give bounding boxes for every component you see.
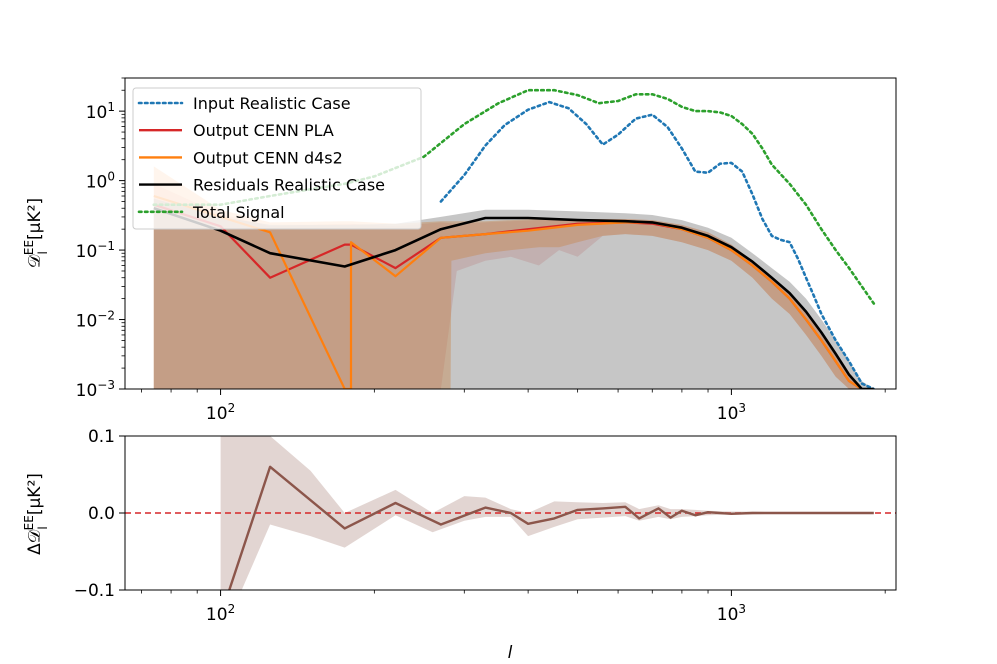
bottom-xlabel: l (508, 643, 513, 663)
bottom-xtick-label: 102 (206, 602, 235, 625)
legend-label: Output CENN PLA (193, 121, 334, 140)
bottom-ytick-label: 0.0 (88, 504, 115, 524)
top-xtick-label: 103 (717, 401, 746, 424)
top-axes-frame (124, 77, 897, 390)
top-xtick-label: 102 (206, 401, 235, 424)
bottom-ylabel: Δ𝒟lEE[μK²] (22, 473, 50, 555)
bottom-panel: 102 103 0.1 0.0 −0.1 Δ𝒟lEE[μK²] l (22, 427, 897, 663)
top-ytick-label: 10−3 (76, 378, 115, 401)
top-ytick-label: 10−1 (76, 239, 115, 262)
legend-box (132, 87, 422, 230)
bottom-ytick-label: 0.1 (88, 427, 115, 447)
bottom-ytick-label: −0.1 (74, 581, 115, 601)
top-band-2 (153, 198, 874, 389)
bottom-xtick-label: 103 (717, 602, 746, 625)
series-line-residuals-realistic-case (153, 206, 874, 389)
top-ytick-label: 101 (86, 100, 115, 123)
top-panel: 102 103 101 100 10−1 10−2 10−3 𝒟lEE[μK²] Inpu… (22, 77, 897, 424)
legend-label: Input Realistic Case (193, 94, 351, 113)
series-line-input-realistic-case (439, 100, 876, 389)
legend: Input Realistic Case Output CENN PLA Outpu… (132, 87, 422, 230)
top-ytick-label: 10−2 (76, 309, 115, 332)
legend-label: Total Signal (192, 203, 285, 222)
legend-label: Output CENN d4s2 (193, 148, 343, 167)
difference-line (228, 465, 874, 590)
top-ylabel: 𝒟lEE[μK²] (22, 198, 50, 268)
top-ytick-label: 100 (86, 170, 115, 193)
legend-label: Residuals Realistic Case (193, 176, 385, 195)
top-band-0 (153, 183, 862, 389)
